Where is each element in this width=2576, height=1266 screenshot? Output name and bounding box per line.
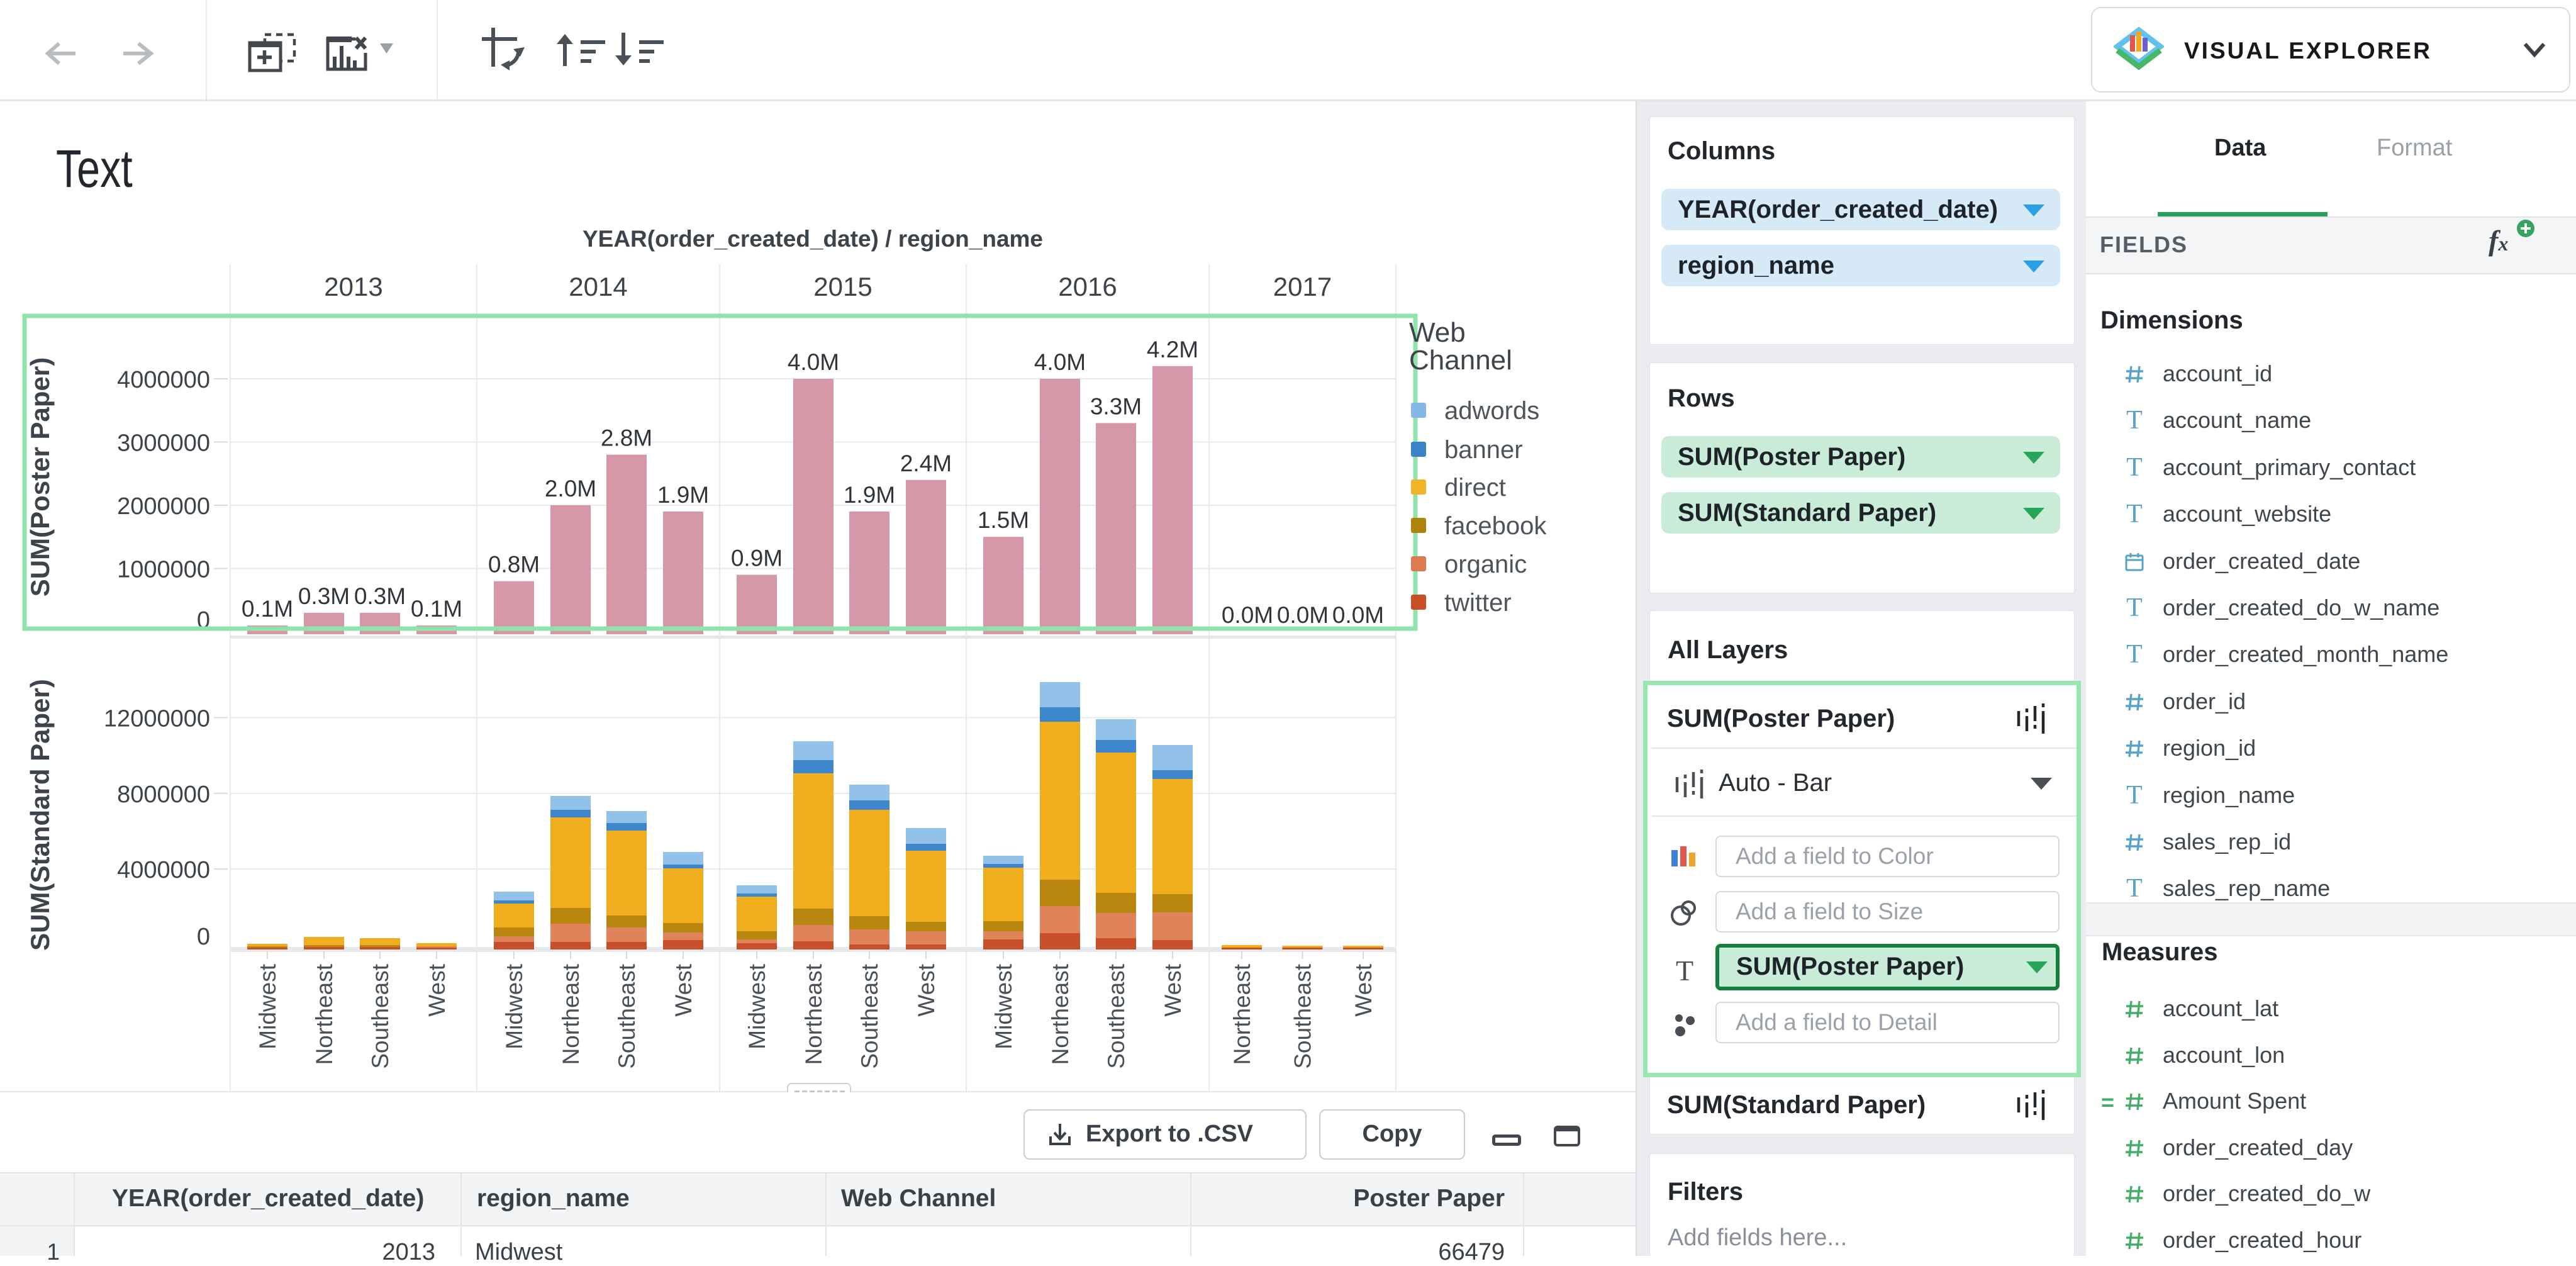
svg-text:Southeast: Southeast <box>1290 963 1316 1068</box>
svg-text:Southeast: Southeast <box>1103 963 1129 1068</box>
svg-text:facebook: facebook <box>1444 512 1547 540</box>
svg-text:Southeast: Southeast <box>367 963 393 1068</box>
svg-text:SUM(Poster Paper): SUM(Poster Paper) <box>25 357 55 597</box>
svg-text:3.3M: 3.3M <box>1090 393 1142 419</box>
svg-text:Northeast: Northeast <box>1047 963 1073 1065</box>
svg-text:West: West <box>424 963 450 1016</box>
svg-text:organic: organic <box>1444 551 1527 578</box>
svg-text:0.1M: 0.1M <box>242 596 293 622</box>
svg-text:0.0M: 0.0M <box>1222 602 1273 628</box>
svg-text:2.8M: 2.8M <box>601 425 652 451</box>
svg-text:0.9M: 0.9M <box>731 546 783 571</box>
svg-text:SUM(Standard Paper): SUM(Standard Paper) <box>25 679 55 951</box>
svg-text:Northeast: Northeast <box>801 963 827 1065</box>
svg-text:2015: 2015 <box>813 272 872 301</box>
svg-text:YEAR(order_created_date) / reg: YEAR(order_created_date) / region_name <box>583 226 1043 252</box>
svg-text:2.4M: 2.4M <box>900 451 952 476</box>
svg-text:banner: banner <box>1444 436 1523 464</box>
svg-text:3000000: 3000000 <box>117 430 210 457</box>
svg-text:4.2M: 4.2M <box>1147 337 1198 362</box>
svg-text:Northeast: Northeast <box>1229 963 1255 1065</box>
svg-text:1.9M: 1.9M <box>844 482 895 508</box>
svg-text:2013: 2013 <box>324 272 382 301</box>
svg-text:4.0M: 4.0M <box>1034 349 1086 375</box>
svg-text:1.9M: 1.9M <box>657 482 709 508</box>
svg-text:1.5M: 1.5M <box>978 507 1029 533</box>
svg-text:2014: 2014 <box>569 272 627 301</box>
svg-text:Midwest: Midwest <box>991 963 1017 1049</box>
svg-text:twitter: twitter <box>1444 589 1512 617</box>
svg-text:0: 0 <box>197 924 210 950</box>
svg-text:0.1M: 0.1M <box>411 596 462 622</box>
svg-text:2.0M: 2.0M <box>545 476 596 501</box>
svg-text:direct: direct <box>1444 474 1506 501</box>
svg-text:0.3M: 0.3M <box>298 583 350 609</box>
svg-text:4000000: 4000000 <box>117 857 210 883</box>
svg-text:4000000: 4000000 <box>117 367 210 393</box>
svg-text:Web: Web <box>1409 317 1466 348</box>
svg-text:0.8M: 0.8M <box>488 552 540 578</box>
svg-text:adwords: adwords <box>1444 397 1539 425</box>
svg-text:Northeast: Northeast <box>311 963 337 1065</box>
svg-text:0.3M: 0.3M <box>354 583 406 609</box>
svg-text:12000000: 12000000 <box>104 706 210 732</box>
svg-text:2016: 2016 <box>1058 272 1117 301</box>
svg-text:Southeast: Southeast <box>614 963 640 1068</box>
svg-text:West: West <box>1160 963 1186 1016</box>
svg-text:4.0M: 4.0M <box>788 349 839 375</box>
svg-text:Midwest: Midwest <box>744 963 770 1049</box>
svg-text:Northeast: Northeast <box>558 963 584 1065</box>
svg-text:West: West <box>671 963 696 1016</box>
svg-text:Southeast: Southeast <box>857 963 883 1068</box>
svg-text:2017: 2017 <box>1273 272 1332 301</box>
svg-text:0.0M: 0.0M <box>1277 602 1329 628</box>
svg-text:West: West <box>1351 963 1376 1016</box>
svg-text:West: West <box>913 963 939 1016</box>
svg-text:0.0M: 0.0M <box>1332 602 1384 628</box>
svg-text:1000000: 1000000 <box>117 557 210 583</box>
svg-text:Channel: Channel <box>1409 345 1512 376</box>
svg-text:Midwest: Midwest <box>501 963 527 1049</box>
svg-text:2000000: 2000000 <box>117 493 210 520</box>
svg-text:8000000: 8000000 <box>117 781 210 808</box>
svg-text:Midwest: Midwest <box>255 963 281 1049</box>
